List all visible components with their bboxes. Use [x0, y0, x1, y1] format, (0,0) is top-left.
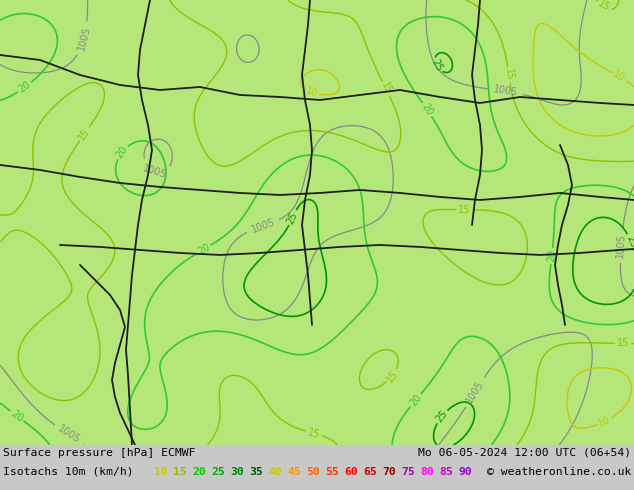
Text: 1005: 1005 [493, 85, 519, 98]
Text: 10: 10 [597, 415, 612, 429]
Text: 90: 90 [458, 467, 472, 477]
Text: 1005: 1005 [141, 163, 168, 180]
Text: 35: 35 [249, 467, 262, 477]
Text: 30: 30 [230, 467, 243, 477]
Text: 10: 10 [611, 69, 627, 84]
Text: 1005: 1005 [75, 25, 92, 52]
Text: 20: 20 [408, 392, 424, 408]
Text: 15: 15 [306, 427, 321, 440]
Text: 50: 50 [306, 467, 320, 477]
Text: 60: 60 [344, 467, 358, 477]
Text: 15: 15 [173, 467, 187, 477]
Text: 20: 20 [16, 80, 32, 95]
Text: 25: 25 [211, 467, 224, 477]
Text: 15: 15 [596, 0, 612, 14]
Text: 15: 15 [77, 126, 92, 142]
Text: 40: 40 [268, 467, 281, 477]
Text: 20: 20 [420, 102, 435, 118]
Text: 20: 20 [546, 249, 557, 263]
Text: Surface pressure [hPa] ECMWF: Surface pressure [hPa] ECMWF [3, 448, 195, 458]
Text: © weatheronline.co.uk: © weatheronline.co.uk [487, 467, 631, 477]
Text: 20: 20 [9, 408, 25, 424]
Text: 45: 45 [287, 467, 301, 477]
Text: Isotachs 10m (km/h): Isotachs 10m (km/h) [3, 467, 134, 477]
Text: 10: 10 [304, 86, 319, 99]
Text: 85: 85 [439, 467, 453, 477]
Text: 1005: 1005 [464, 379, 486, 405]
Text: 55: 55 [325, 467, 339, 477]
Text: 25: 25 [285, 210, 300, 225]
Text: 65: 65 [363, 467, 377, 477]
Text: 1005: 1005 [56, 424, 82, 446]
Text: 15: 15 [378, 81, 393, 97]
Text: 15: 15 [385, 368, 400, 384]
Text: 15: 15 [617, 338, 630, 348]
Text: 15: 15 [503, 68, 515, 82]
Text: 1005: 1005 [250, 217, 276, 235]
Text: 20: 20 [192, 467, 206, 477]
Text: 10: 10 [154, 467, 168, 477]
Text: 20: 20 [196, 242, 211, 257]
Text: 15: 15 [458, 205, 470, 215]
Text: 20: 20 [114, 145, 130, 160]
Text: 25: 25 [429, 57, 444, 73]
Text: 1005: 1005 [615, 233, 627, 258]
Text: 75: 75 [401, 467, 415, 477]
Text: 25: 25 [624, 234, 634, 249]
Text: 70: 70 [382, 467, 396, 477]
Text: 25: 25 [434, 409, 450, 424]
Text: 80: 80 [420, 467, 434, 477]
Text: Mo 06-05-2024 12:00 UTC (06+54): Mo 06-05-2024 12:00 UTC (06+54) [418, 448, 631, 458]
